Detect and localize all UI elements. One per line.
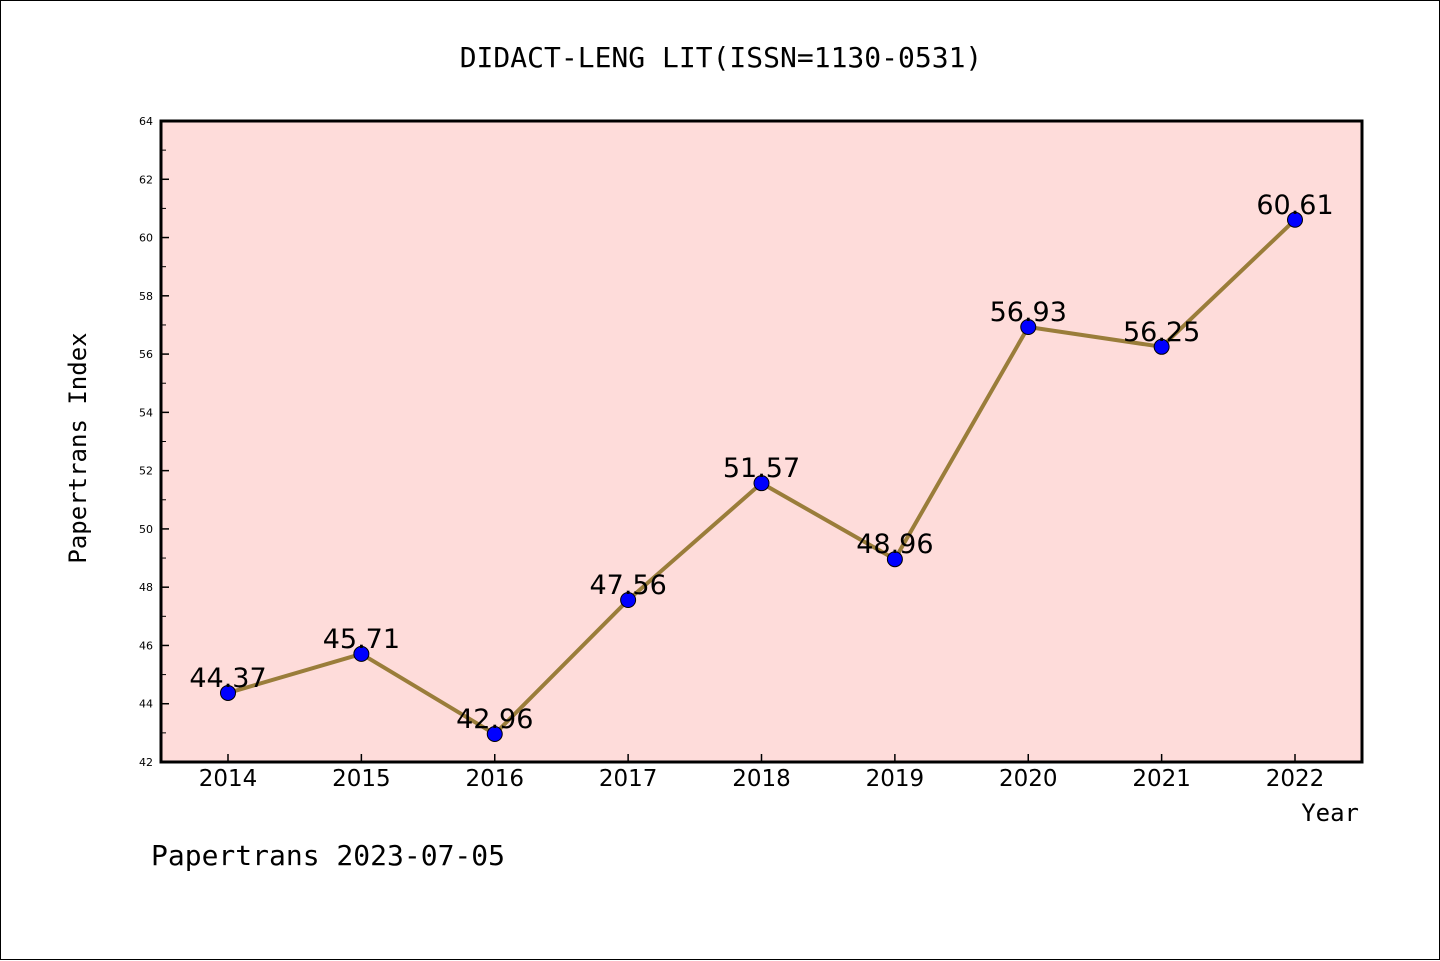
x-tick-label: 2014 bbox=[199, 766, 258, 792]
data-label: 51.57 bbox=[723, 453, 800, 484]
y-tick-label: 52 bbox=[139, 465, 153, 478]
data-point bbox=[753, 475, 770, 492]
y-tick-label: 46 bbox=[139, 639, 153, 652]
x-axis-label: Year bbox=[1301, 799, 1359, 827]
y-tick-label: 60 bbox=[139, 232, 153, 245]
data-label: 56.93 bbox=[990, 297, 1067, 328]
x-tick-label: 2015 bbox=[332, 766, 391, 792]
footer-text: Papertrans 2023-07-05 bbox=[151, 839, 505, 872]
data-label: 44.37 bbox=[189, 663, 266, 694]
data-point bbox=[1153, 338, 1170, 355]
data-label: 60.61 bbox=[1256, 190, 1333, 221]
x-tick-label: 2020 bbox=[999, 766, 1058, 792]
data-point bbox=[486, 726, 503, 743]
data-label: 42.96 bbox=[456, 704, 533, 735]
y-tick-label: 50 bbox=[139, 523, 153, 536]
x-tick-label: 2018 bbox=[732, 766, 791, 792]
y-tick-label: 48 bbox=[139, 581, 153, 594]
data-label: 48.96 bbox=[856, 529, 933, 560]
data-point bbox=[886, 551, 903, 568]
data-label: 45.71 bbox=[323, 624, 400, 655]
y-tick-label: 42 bbox=[139, 756, 153, 769]
y-axis-label: Papertrans Index bbox=[64, 332, 92, 563]
x-axis: 2014 2015 2016 2017 2018 2019 2020 2021 2022 bbox=[199, 754, 1325, 792]
x-tick-label: 2019 bbox=[866, 766, 925, 792]
y-tick-label: 54 bbox=[139, 406, 153, 419]
x-tick-label: 2016 bbox=[465, 766, 524, 792]
data-label: 56.25 bbox=[1123, 317, 1200, 348]
plot-area bbox=[159, 119, 1364, 764]
y-tick-label: 56 bbox=[139, 348, 153, 361]
data-point bbox=[220, 684, 236, 701]
y-tick-label: 62 bbox=[139, 173, 153, 186]
data-point bbox=[353, 645, 370, 662]
x-tick-label: 2021 bbox=[1132, 766, 1191, 792]
y-tick-label: 58 bbox=[139, 290, 153, 303]
y-tick-label: 64 bbox=[139, 115, 153, 128]
data-label: 47.56 bbox=[589, 570, 666, 601]
x-tick-label: 2022 bbox=[1266, 766, 1325, 792]
x-tick-label: 2017 bbox=[599, 766, 658, 792]
data-point bbox=[1020, 318, 1037, 335]
chart-title: DIDACT-LENG LIT(ISSN=1130-0531) bbox=[460, 41, 983, 74]
series-layer: 44.37 45.71 42.96 47.56 51.57 48.96 56.93 56.25… bbox=[189, 190, 1334, 743]
y-tick-label: 44 bbox=[139, 698, 153, 711]
y-axis: 42 44 46 48 50 52 54 56 58 60 62 64 bbox=[139, 115, 169, 769]
data-point bbox=[1287, 211, 1303, 228]
data-point bbox=[620, 592, 637, 609]
